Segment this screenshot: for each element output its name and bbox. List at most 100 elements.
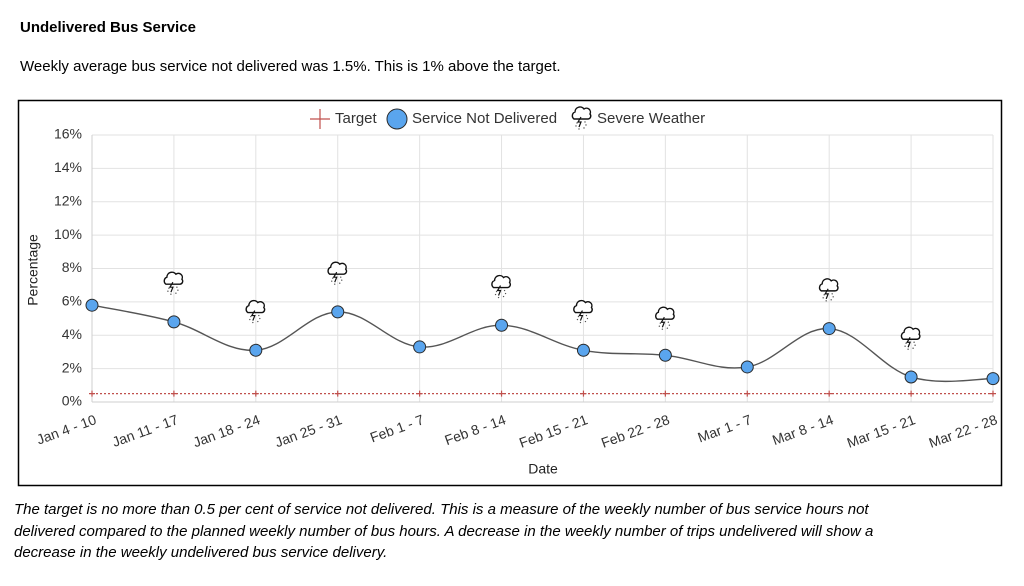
bolt — [168, 281, 174, 293]
bolt — [250, 310, 256, 321]
y-axis-label: Percentage — [25, 234, 41, 306]
bolt — [824, 288, 830, 300]
target-marker — [252, 390, 259, 397]
rain-drop — [332, 277, 334, 279]
rain-drop — [167, 290, 169, 292]
rain-drop — [176, 286, 178, 288]
cloud — [163, 271, 184, 285]
rain-drop — [823, 294, 825, 296]
service-point — [495, 318, 509, 332]
footnote-line: delivered compared to the planned weekly… — [14, 522, 874, 540]
rain-drop — [585, 124, 587, 126]
rain-drop — [258, 314, 260, 317]
rain-drop — [494, 293, 497, 296]
rain-drop — [666, 327, 669, 329]
rain-drop — [177, 289, 179, 291]
footnote-line: decrease in the weekly undelivered bus s… — [14, 544, 388, 561]
service-point — [85, 298, 99, 312]
cloud — [573, 299, 593, 314]
target-marker — [170, 390, 177, 397]
page-title: Undelivered Bus Service — [20, 19, 196, 36]
x-tick-label: Feb 1 - 7 — [368, 411, 426, 445]
cloud — [327, 261, 348, 275]
rain-drop — [576, 122, 578, 124]
target-marker — [662, 390, 669, 397]
target-marker — [334, 390, 341, 397]
rain-drop — [249, 318, 251, 321]
rain-drop — [250, 315, 252, 318]
x-tick-label: Jan 18 - 24 — [191, 411, 262, 450]
rain-drop — [578, 128, 580, 130]
rain-drop — [334, 283, 336, 285]
legend-label: Severe Weather — [597, 110, 705, 127]
bolt — [496, 285, 502, 296]
weather-icon — [573, 299, 593, 324]
rain-drop — [586, 317, 589, 320]
legend-label: Service Not Delivered — [412, 110, 557, 127]
rain-drop — [257, 320, 259, 323]
rain-drop — [577, 315, 580, 318]
cloud — [900, 326, 921, 340]
x-axis-label: Date — [528, 461, 558, 477]
service-point — [822, 322, 836, 336]
rain-drop — [502, 295, 505, 298]
rain-drop — [497, 296, 500, 299]
rain-drop — [832, 296, 834, 298]
service-point — [413, 340, 427, 354]
service-point — [576, 343, 590, 357]
cloud — [818, 278, 839, 292]
rain-drop — [339, 282, 341, 284]
rain-drop — [822, 297, 824, 299]
rain-drop — [495, 290, 498, 293]
rain-drop — [584, 320, 587, 323]
weather-icon — [491, 274, 511, 299]
target-marker — [908, 390, 915, 397]
rain-drop — [579, 321, 582, 324]
legend-symbol — [310, 109, 330, 129]
rain-drop — [904, 345, 906, 347]
target-marker — [826, 390, 833, 397]
rain-drop — [584, 121, 586, 123]
rain-drop — [913, 341, 915, 343]
target-marker — [416, 390, 423, 397]
rain-drop — [905, 342, 907, 344]
rain-drop — [504, 292, 507, 295]
service-point — [331, 305, 345, 319]
rain-drop — [659, 322, 662, 324]
legend-symbol — [386, 108, 408, 130]
cloud — [655, 306, 675, 320]
target-marker — [990, 390, 996, 397]
rain-drop — [252, 321, 254, 324]
bolt — [576, 116, 582, 128]
x-tick-label: Mar 22 - 28 — [927, 411, 1000, 451]
bolt — [906, 336, 911, 348]
x-tick-label: Jan 25 - 31 — [273, 411, 344, 450]
weather-icon — [163, 271, 184, 295]
weather-icon — [900, 326, 921, 350]
target-marker — [580, 390, 587, 397]
rain-drop — [331, 280, 333, 282]
rain-drop — [825, 300, 827, 302]
footnote: The target is no more than 0.5 per cent … — [14, 499, 873, 564]
rain-drop — [170, 293, 172, 295]
rain-drop — [503, 289, 506, 292]
weather-icon — [327, 261, 348, 285]
y-tick-label: 4% — [62, 326, 82, 342]
x-tick-label: Feb 8 - 14 — [442, 411, 508, 448]
service-point — [904, 370, 918, 384]
cloud — [571, 106, 592, 120]
rain-drop — [914, 344, 916, 346]
rain-drop — [661, 328, 664, 330]
x-tick-label: Jan 11 - 17 — [110, 411, 181, 450]
legend-label: Target — [335, 110, 378, 127]
service-point — [986, 372, 1000, 386]
service-point — [740, 360, 754, 374]
legend-item: Target — [310, 109, 378, 129]
weather-icon — [245, 299, 266, 324]
target-marker — [498, 390, 505, 397]
rain-drop — [341, 279, 343, 281]
y-tick-label: 12% — [54, 192, 82, 208]
legend-item: Severe Weather — [571, 106, 705, 130]
